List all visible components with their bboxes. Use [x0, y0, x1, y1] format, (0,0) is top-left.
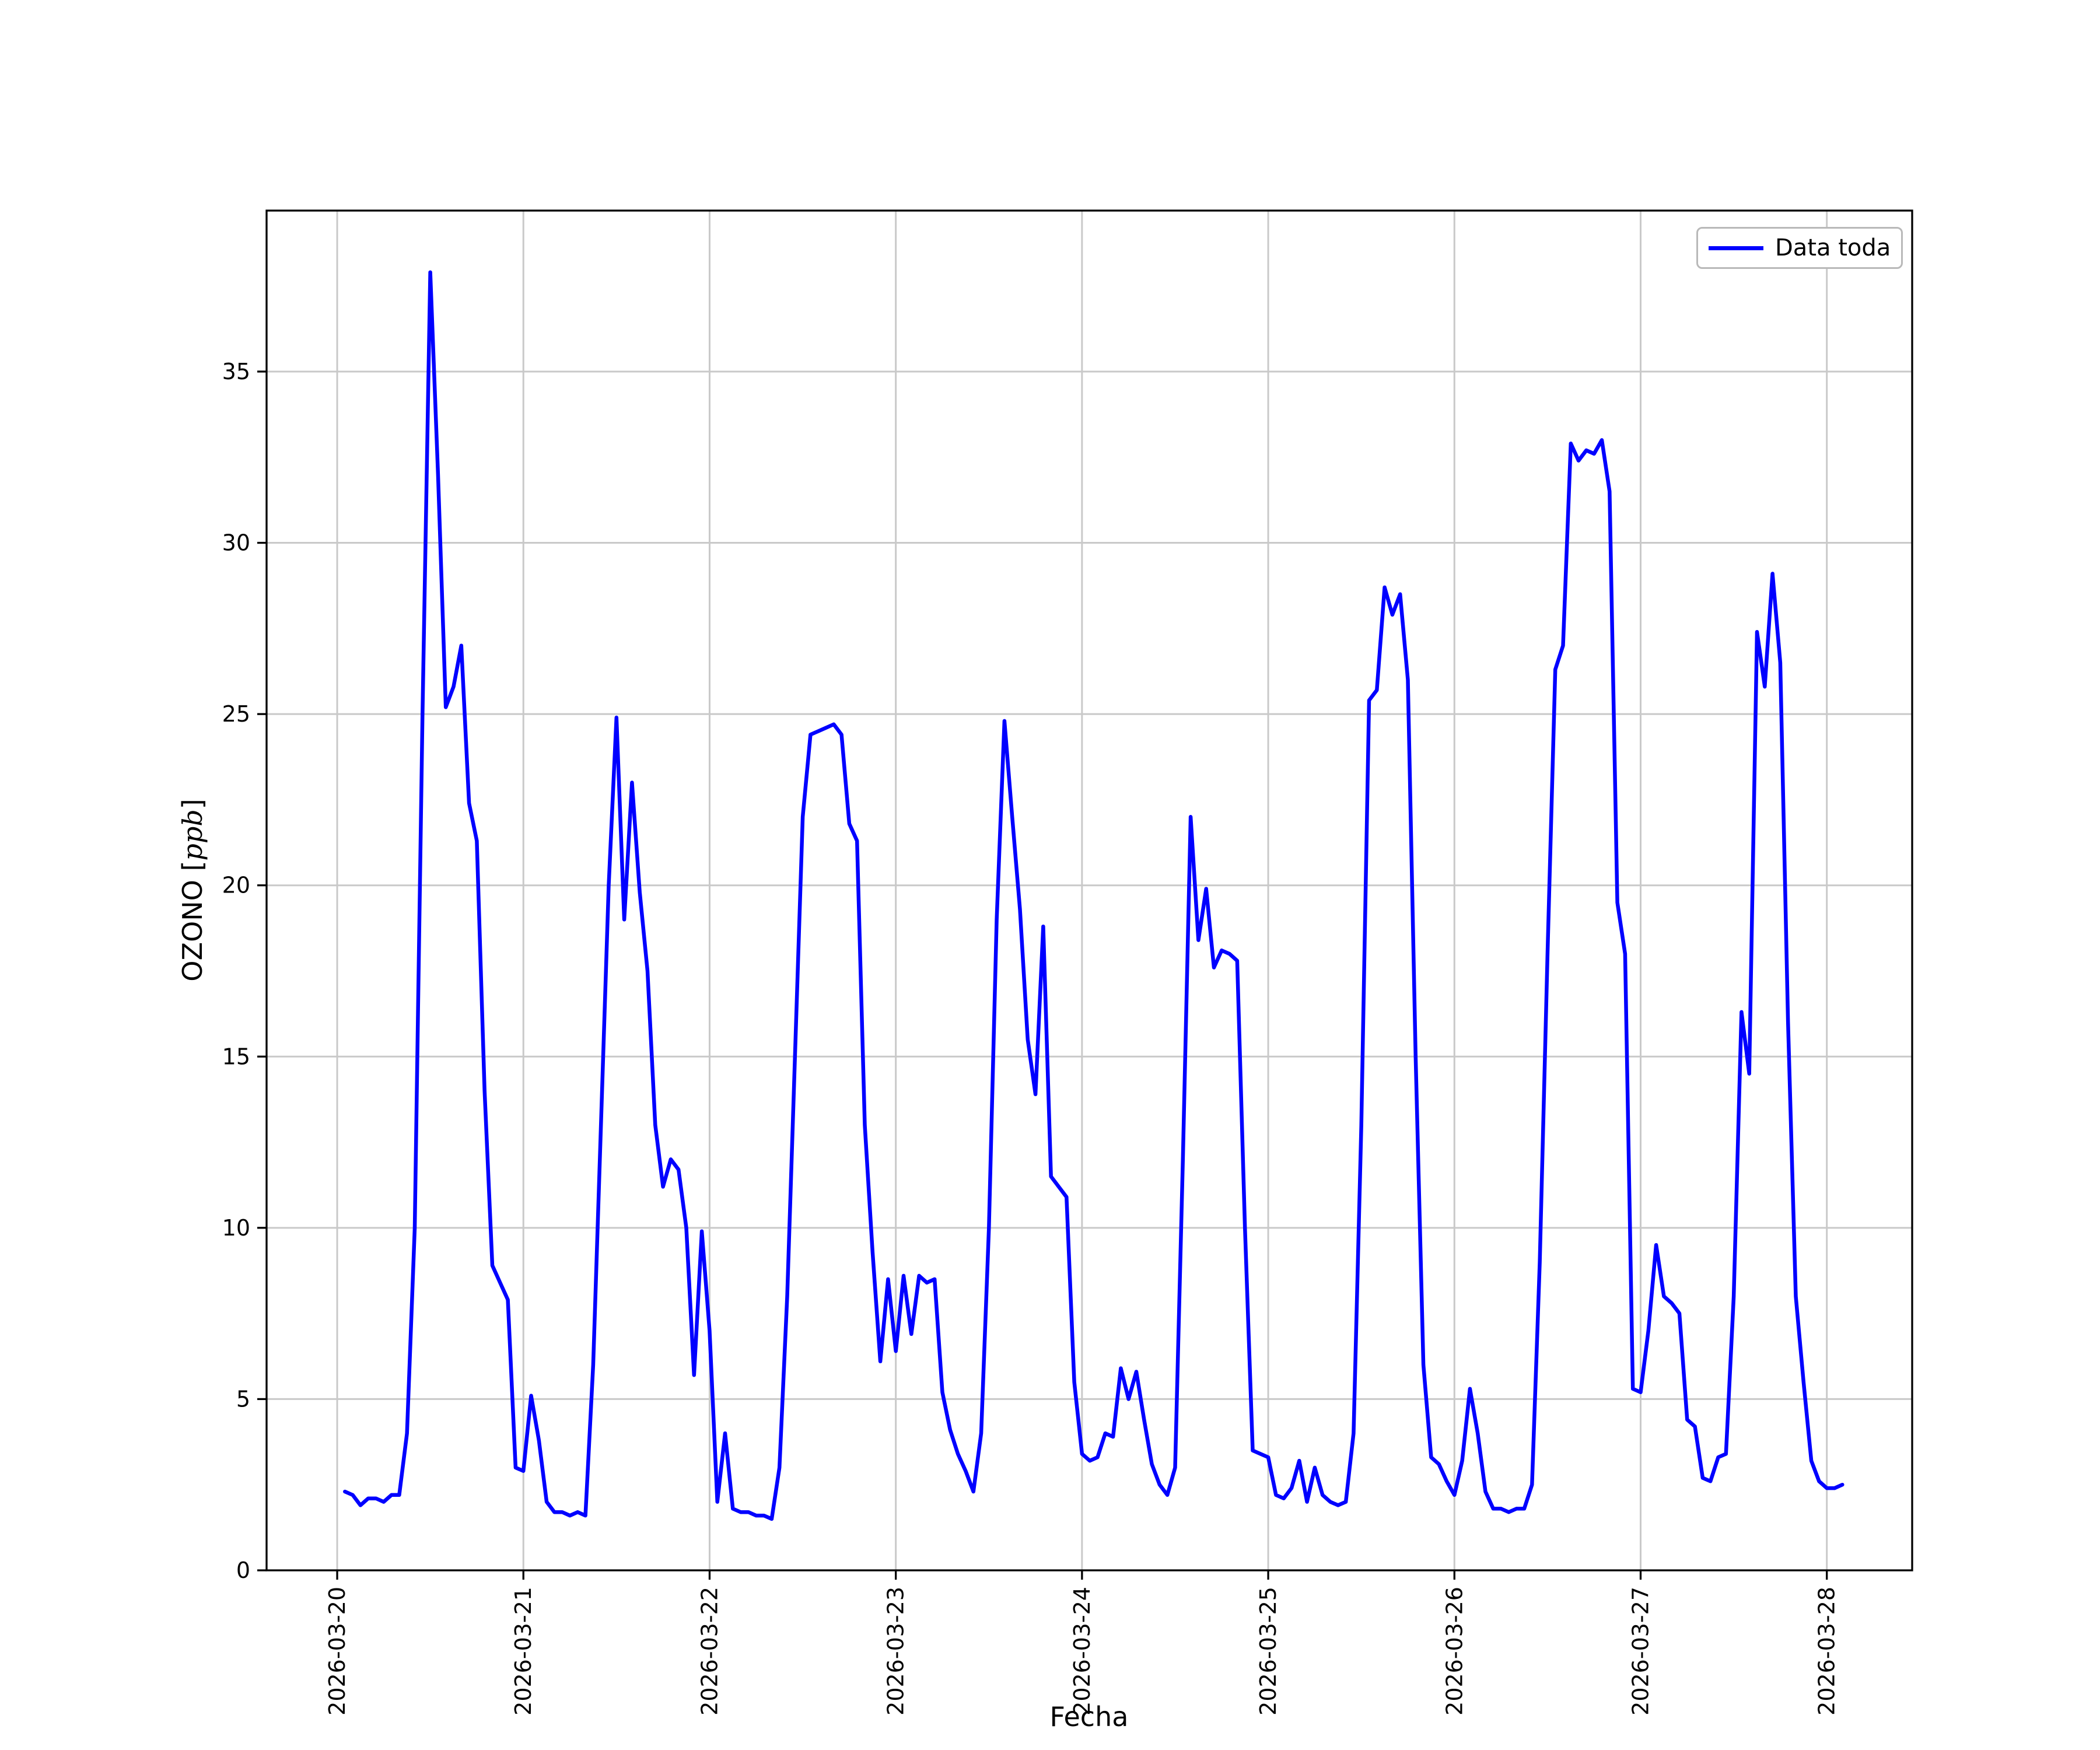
- svg-text:2026-03-23: 2026-03-23: [883, 1587, 909, 1716]
- svg-text:2026-03-24: 2026-03-24: [1069, 1587, 1095, 1716]
- x-axis-label: Fecha: [1049, 1701, 1129, 1732]
- svg-text:0: 0: [236, 1558, 250, 1583]
- svg-text:2026-03-28: 2026-03-28: [1814, 1587, 1840, 1716]
- svg-text:25: 25: [222, 701, 250, 727]
- y-axis-label: OZONO [ppb]: [177, 799, 208, 981]
- y-axis-label-prefix: OZONO [: [177, 860, 208, 982]
- svg-text:2026-03-20: 2026-03-20: [324, 1587, 350, 1716]
- svg-text:35: 35: [222, 359, 250, 384]
- svg-text:2026-03-27: 2026-03-27: [1628, 1587, 1653, 1716]
- svg-text:2026-03-21: 2026-03-21: [510, 1587, 536, 1716]
- svg-text:2026-03-26: 2026-03-26: [1441, 1587, 1467, 1716]
- svg-text:30: 30: [222, 530, 250, 556]
- y-axis-label-suffix: ]: [177, 799, 208, 810]
- svg-text:20: 20: [222, 873, 250, 898]
- legend-label: Data toda: [1775, 235, 1891, 261]
- svg-text:10: 10: [222, 1215, 250, 1241]
- legend: Data toda: [1696, 227, 1903, 269]
- y-axis-label-unit: ppb: [177, 809, 208, 861]
- svg-text:2026-03-22: 2026-03-22: [696, 1587, 722, 1716]
- svg-text:2026-03-25: 2026-03-25: [1255, 1587, 1281, 1716]
- legend-line-sample: [1709, 246, 1763, 250]
- svg-text:5: 5: [236, 1386, 250, 1412]
- svg-text:15: 15: [222, 1044, 250, 1069]
